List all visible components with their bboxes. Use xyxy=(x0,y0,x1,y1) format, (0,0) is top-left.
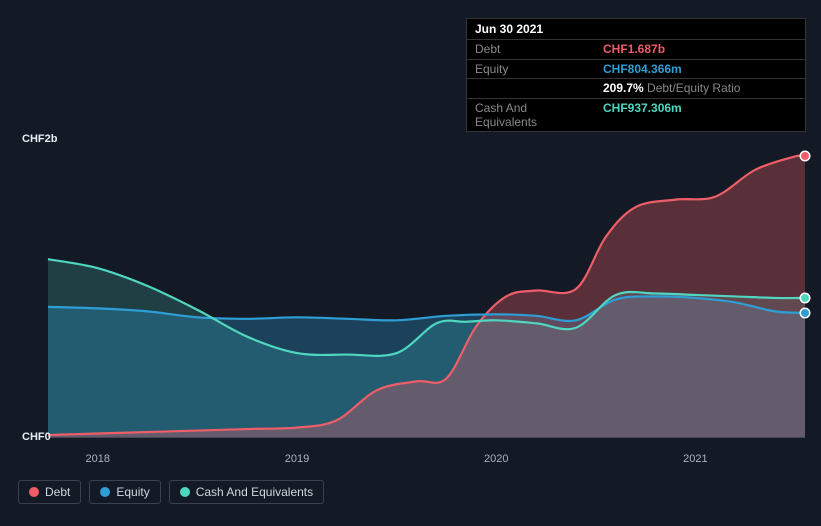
end-marker-cash xyxy=(801,294,809,302)
tooltip-row-value: CHF804.366m xyxy=(595,60,690,78)
legend-swatch-icon xyxy=(100,487,110,497)
legend-label: Debt xyxy=(45,485,70,499)
tooltip-row-value: CHF1.687b xyxy=(595,40,673,58)
chart-tooltip: Jun 30 2021 DebtCHF1.687bEquityCHF804.36… xyxy=(466,18,806,132)
tooltip-row-label: Cash And Equivalents xyxy=(467,99,595,132)
tooltip-row: 209.7% Debt/Equity Ratio xyxy=(467,79,805,98)
tooltip-row-label: Debt xyxy=(467,40,595,58)
legend-item-equity[interactable]: Equity xyxy=(89,480,160,504)
chart-legend: Debt Equity Cash And Equivalents xyxy=(18,480,324,504)
x-axis-tick: 2020 xyxy=(484,453,508,465)
y-axis-label: CHF0 xyxy=(22,431,51,443)
legend-swatch-icon xyxy=(29,487,39,497)
x-axis-tick: 2021 xyxy=(683,453,707,465)
legend-item-debt[interactable]: Debt xyxy=(18,480,81,504)
tooltip-date: Jun 30 2021 xyxy=(467,19,805,40)
tooltip-row: DebtCHF1.687b xyxy=(467,40,805,59)
tooltip-row: EquityCHF804.366m xyxy=(467,60,805,79)
end-marker-debt xyxy=(801,152,809,160)
legend-label: Cash And Equivalents xyxy=(196,485,313,499)
tooltip-row-label: Equity xyxy=(467,60,595,78)
end-marker-equity xyxy=(801,309,809,317)
x-axis-tick: 2019 xyxy=(285,453,309,465)
tooltip-row-value: 209.7% Debt/Equity Ratio xyxy=(595,79,748,97)
y-axis-label: CHF2b xyxy=(22,133,57,145)
x-axis-tick: 2018 xyxy=(86,453,110,465)
tooltip-row-label xyxy=(467,79,595,97)
legend-swatch-icon xyxy=(180,487,190,497)
tooltip-row: Cash And EquivalentsCHF937.306m xyxy=(467,99,805,132)
legend-label: Equity xyxy=(116,485,149,499)
legend-item-cash[interactable]: Cash And Equivalents xyxy=(169,480,324,504)
tooltip-row-value: CHF937.306m xyxy=(595,99,690,132)
